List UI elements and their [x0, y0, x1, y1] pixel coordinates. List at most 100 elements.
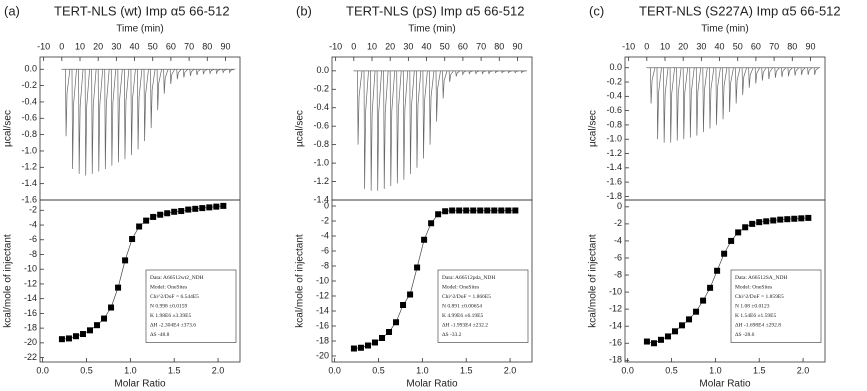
y-tick-label: -8: [614, 269, 622, 279]
data-point: [664, 333, 671, 340]
x-tick-label: 20: [93, 41, 103, 51]
injection-peak: [663, 67, 669, 143]
y-tick-label: -12: [609, 304, 622, 314]
data-point: [742, 224, 749, 231]
y-tick-label: -18: [24, 323, 37, 333]
fit-text: Data: A66512SA_NDH: [735, 275, 787, 281]
injection-peak: [669, 67, 675, 143]
data-point: [707, 284, 714, 291]
data-point: [679, 322, 686, 329]
data-point: [199, 205, 206, 212]
chart-title: TERT-NLS (wt) Imp α5 66-512: [54, 3, 230, 18]
data-point: [171, 208, 178, 215]
data-point: [777, 216, 784, 223]
y-tick-label: -6: [29, 234, 37, 244]
injection-peak: [370, 70, 376, 191]
plot-frame: [624, 199, 826, 363]
data-point: [101, 315, 108, 322]
x-tick-label: 20: [678, 41, 688, 51]
x-tick-label: 50: [733, 41, 743, 51]
x-tick-label: 0.0: [621, 365, 634, 375]
data-point: [791, 215, 798, 222]
x-tick-label: 2.0: [212, 365, 225, 375]
fit-box: [145, 269, 237, 343]
injection-peak: [196, 68, 202, 76]
y-axis-label: µcal/sec: [3, 110, 14, 147]
y-tick-label: -1.6: [606, 177, 622, 187]
y-tick-label: -0.6: [606, 105, 622, 115]
x-tick-label: 2.0: [504, 365, 517, 375]
injection-peak: [813, 67, 819, 75]
fit-text: ΔH -2.304E4 ±373.6: [150, 323, 196, 329]
injection-peak: [514, 70, 520, 74]
fit-text: ΔH -1.993E4 ±232.2: [442, 323, 488, 329]
y-tick-label: -16: [609, 338, 622, 348]
injection-peak: [137, 69, 143, 150]
x-tick-label: 10: [75, 41, 85, 51]
data-point: [350, 345, 357, 352]
injection-peak: [781, 67, 787, 78]
injection-peak: [110, 69, 117, 166]
x-tick-label: 0.5: [665, 365, 678, 375]
injection-peak: [169, 69, 175, 85]
injection-peak: [774, 67, 780, 78]
injection-peak: [357, 70, 363, 145]
data-point: [686, 316, 693, 323]
data-point: [643, 338, 650, 345]
y-tick-label: -0.8: [313, 139, 329, 149]
x-axis-label: Time (min): [408, 24, 455, 35]
y-tick-label: -0.8: [606, 119, 622, 129]
injection-peak: [682, 67, 689, 140]
fit-text: Model: OneSites: [442, 285, 479, 291]
panel-label: (b): [296, 3, 312, 18]
data-point: [672, 328, 678, 335]
x-axis-label: Time (min): [116, 24, 163, 35]
fit-text: N 0.998 ±0.0159: [150, 304, 187, 310]
fit-box: [437, 269, 529, 343]
injection-peak: [228, 68, 234, 74]
injection-peak: [402, 70, 409, 180]
fit-text: Data: A66512wt2_NDH: [150, 275, 204, 281]
x-tick-label: 0.5: [80, 365, 93, 375]
injection-peak: [702, 67, 708, 133]
x-tick-label: 50: [440, 41, 450, 51]
panel-label: (c): [589, 3, 604, 18]
x-tick-label: 0: [351, 41, 356, 51]
x-tick-label: 80: [202, 41, 212, 51]
fit-text: N 1.08 ±0.0123: [735, 304, 770, 310]
y-tick-label: -1.2: [606, 148, 622, 158]
data-point: [79, 331, 86, 338]
injection-peak: [722, 67, 728, 120]
y-tick-label: 0: [617, 201, 622, 211]
fit-text: ΔS -33.2: [442, 332, 462, 338]
data-point: [770, 217, 777, 224]
data-point: [400, 302, 407, 308]
injection-peak: [468, 70, 474, 75]
y-tick-label: -2: [614, 218, 622, 228]
x-tick-label: 80: [787, 41, 797, 51]
injection-peak: [442, 70, 448, 99]
data-point: [650, 340, 657, 347]
injection-peak: [104, 69, 110, 169]
y-axis-label: kcal/mole of injectant: [295, 234, 306, 328]
injection-peak: [163, 69, 169, 94]
data-point: [700, 297, 707, 304]
injection-peak: [117, 69, 123, 163]
data-point: [693, 308, 700, 315]
injection-peak: [435, 70, 441, 122]
data-point: [357, 344, 364, 351]
data-point: [749, 220, 756, 227]
injection-peak: [416, 70, 422, 168]
data-point: [143, 217, 150, 224]
injection-peak: [735, 67, 741, 104]
data-point: [735, 229, 742, 236]
injection-peak: [78, 69, 84, 174]
panel-label: (a): [4, 3, 20, 18]
data-point: [122, 257, 129, 264]
data-point: [72, 333, 79, 340]
data-point: [206, 204, 213, 211]
x-tick-label: 50: [148, 41, 158, 51]
injection-peak: [728, 67, 734, 113]
plot-frame: [39, 199, 241, 363]
y-tick-label: -1.4: [313, 194, 329, 204]
